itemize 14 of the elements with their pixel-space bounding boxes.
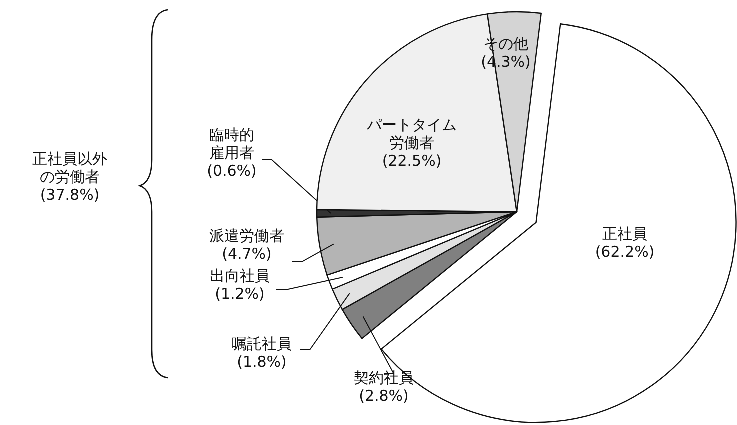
data-label: (62.2%)	[595, 243, 655, 261]
slice-label: 正社員	[602, 225, 648, 243]
data-label: (22.5%)	[382, 152, 442, 170]
slice-label: パートタイム労働者	[366, 116, 457, 152]
slice-label: 出向社員	[210, 267, 270, 285]
data-label: (1.8%)	[237, 353, 287, 371]
data-label: (0.6%)	[207, 162, 257, 180]
slice-label: 嘱託社員	[232, 335, 292, 353]
data-label: (1.2%)	[215, 285, 265, 303]
slice-label: 臨時的雇用者	[210, 126, 254, 162]
text: 正社員以外の労働者(37.8%)	[32, 150, 108, 204]
data-label: (4.7%)	[222, 245, 272, 263]
slice-label: 派遣労働者	[210, 227, 284, 245]
data-label: (2.8%)	[359, 387, 409, 405]
